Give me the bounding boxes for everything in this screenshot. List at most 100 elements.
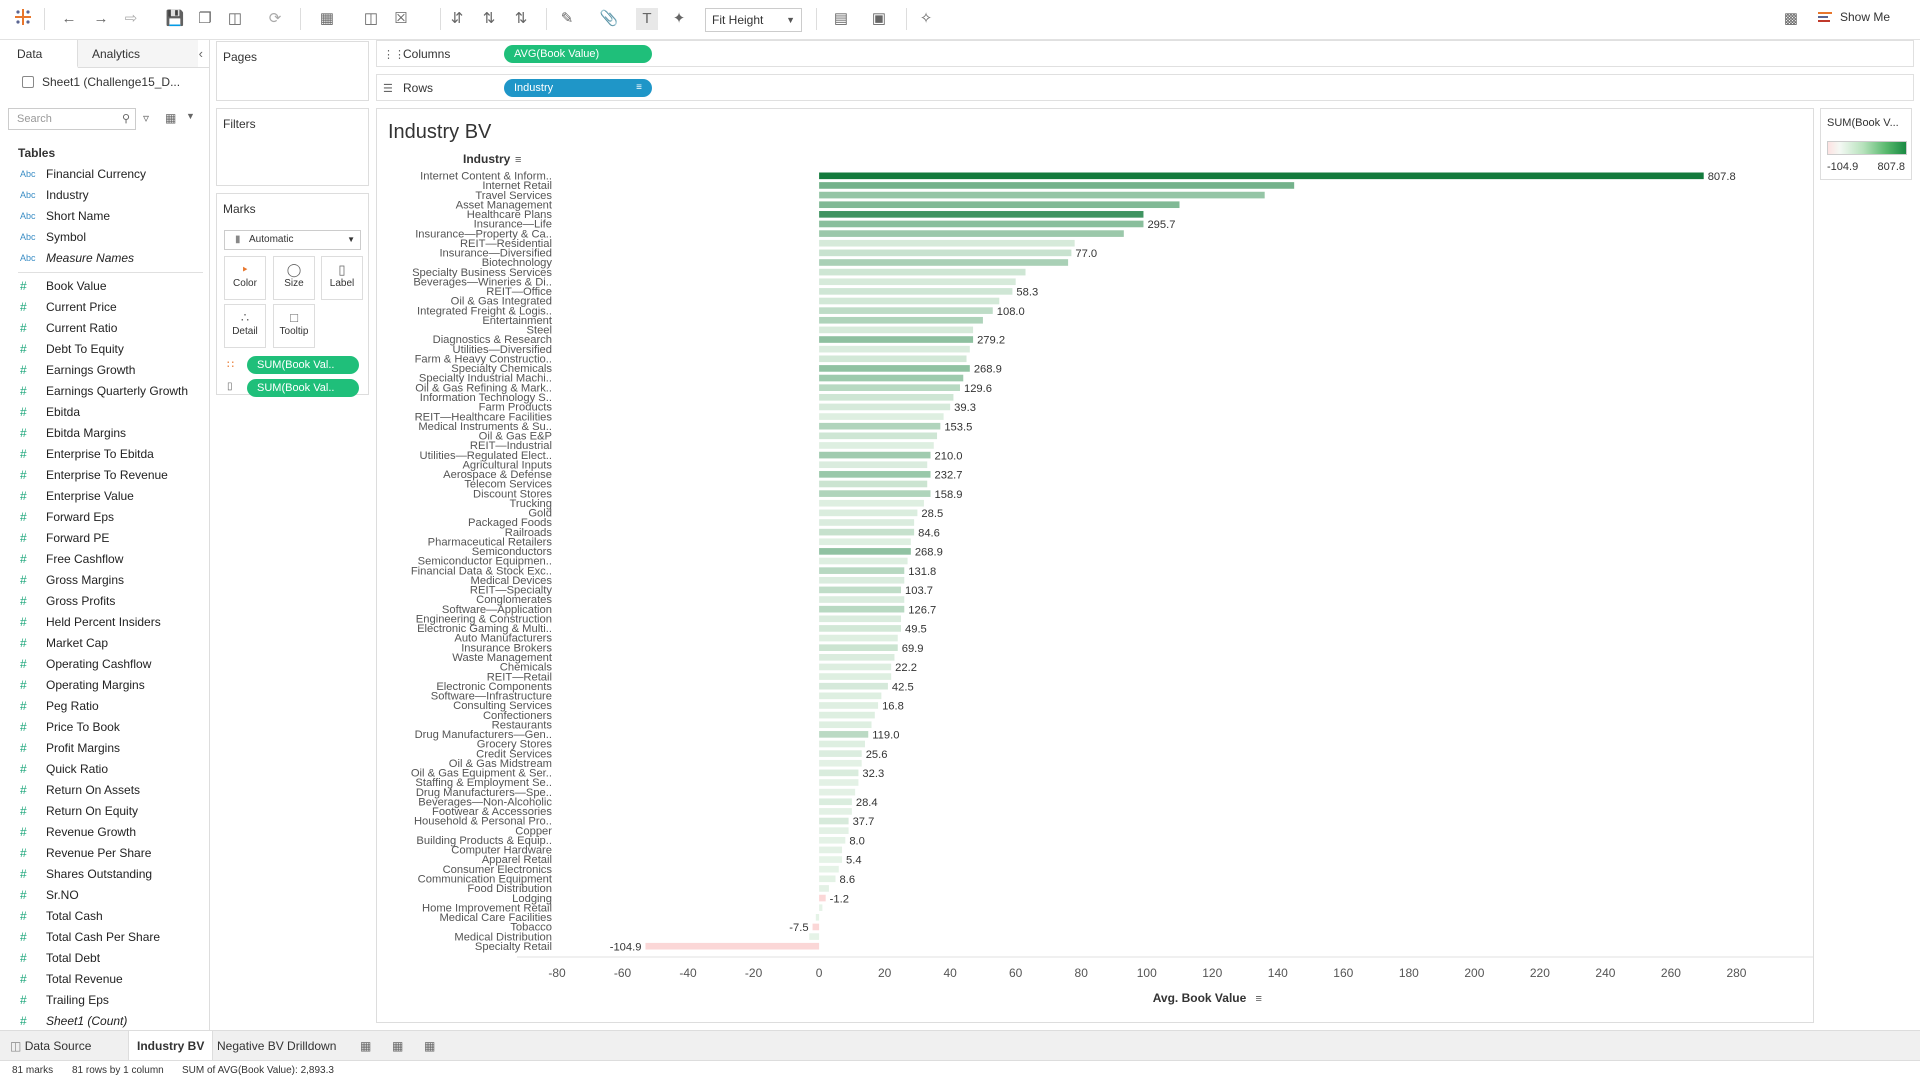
bar[interactable] bbox=[819, 615, 902, 623]
show-mark-labels-icon[interactable]: T bbox=[636, 8, 658, 30]
measure-field[interactable]: # Current Ratio bbox=[0, 318, 209, 339]
bar[interactable] bbox=[819, 172, 1704, 180]
bar[interactable] bbox=[819, 798, 852, 806]
bar[interactable] bbox=[819, 249, 1072, 257]
bar[interactable] bbox=[819, 471, 931, 478]
bar[interactable] bbox=[819, 413, 944, 420]
bar[interactable] bbox=[819, 856, 843, 863]
bar[interactable] bbox=[819, 702, 879, 709]
tooltip-mark-button[interactable]: □ Tooltip bbox=[273, 304, 315, 348]
bar[interactable] bbox=[819, 808, 852, 815]
bar[interactable] bbox=[645, 942, 820, 950]
bar[interactable] bbox=[819, 605, 905, 613]
tab-industry-bv[interactable]: Industry BV bbox=[128, 1031, 214, 1061]
measure-field[interactable]: # Return On Equity bbox=[0, 801, 209, 822]
bar[interactable] bbox=[819, 836, 846, 844]
bar[interactable] bbox=[819, 769, 859, 777]
measure-field[interactable]: # Operating Cashflow bbox=[0, 654, 209, 675]
bar[interactable] bbox=[819, 885, 829, 892]
bar[interactable] bbox=[819, 432, 938, 440]
duplicate-sheet-icon[interactable]: ◫ bbox=[363, 10, 379, 27]
bar[interactable] bbox=[819, 345, 970, 353]
rows-shelf[interactable]: ☰ Rows Industry ≡ bbox=[376, 74, 1914, 101]
bar[interactable] bbox=[819, 682, 888, 690]
label-mark-button[interactable]: ▯ Label bbox=[321, 256, 363, 300]
color-legend[interactable]: SUM(Book V... -104.9 807.8 bbox=[1820, 108, 1912, 180]
show-me-icon[interactable] bbox=[1818, 11, 1832, 25]
measure-field[interactable]: # Book Value bbox=[0, 276, 209, 297]
measure-field[interactable]: # Profit Margins bbox=[0, 738, 209, 759]
bar[interactable] bbox=[819, 403, 951, 411]
bar[interactable] bbox=[819, 220, 1144, 228]
replay-icon[interactable]: ⇨ bbox=[124, 10, 138, 27]
pages-card[interactable]: Pages bbox=[216, 41, 369, 101]
bar[interactable] bbox=[819, 827, 849, 834]
measure-field[interactable]: # Earnings Growth bbox=[0, 360, 209, 381]
label-pill[interactable]: SUM(Book Val.. bbox=[247, 379, 359, 397]
bar[interactable] bbox=[819, 567, 905, 574]
bar[interactable] bbox=[819, 663, 892, 671]
bar[interactable] bbox=[819, 268, 1026, 276]
bar[interactable] bbox=[819, 817, 849, 825]
fit-select[interactable]: Fit Height ▼ bbox=[705, 8, 802, 32]
bar[interactable] bbox=[819, 846, 843, 854]
bar[interactable] bbox=[819, 586, 902, 594]
bar[interactable] bbox=[819, 865, 839, 873]
bar[interactable] bbox=[819, 259, 1069, 266]
bar[interactable] bbox=[819, 759, 862, 767]
measure-field[interactable]: # Current Price bbox=[0, 297, 209, 318]
bar[interactable] bbox=[819, 721, 872, 729]
bar[interactable] bbox=[819, 191, 1265, 199]
highlight-icon[interactable]: ✎ bbox=[560, 10, 574, 27]
tableau-logo-icon[interactable] bbox=[12, 8, 34, 30]
mark-type-dropdown[interactable]: ▮ Automatic ▼ bbox=[224, 230, 361, 250]
bar[interactable] bbox=[819, 278, 1016, 286]
refresh-icon[interactable]: ⟳ bbox=[268, 10, 282, 27]
save-icon[interactable]: 💾 bbox=[165, 10, 185, 27]
bar[interactable] bbox=[819, 538, 911, 546]
measure-field[interactable]: # Market Cap bbox=[0, 633, 209, 654]
new-worksheet-icon[interactable]: ▦ bbox=[319, 10, 335, 27]
bar[interactable] bbox=[819, 634, 898, 642]
bar[interactable] bbox=[819, 288, 1013, 295]
new-datasource-icon[interactable]: ❐ bbox=[198, 10, 212, 27]
measure-field[interactable]: # Trailing Eps bbox=[0, 990, 209, 1011]
new-worksheet-tab-icon[interactable]: ▦ bbox=[360, 1039, 372, 1053]
share-icon[interactable]: ✧ bbox=[919, 10, 933, 27]
bar[interactable] bbox=[819, 307, 993, 314]
tab-analytics[interactable]: Analytics bbox=[78, 40, 198, 68]
measure-field[interactable]: # Gross Margins bbox=[0, 570, 209, 591]
bar[interactable] bbox=[809, 933, 820, 940]
bar[interactable] bbox=[819, 182, 1295, 189]
color-mark-button[interactable]: ‣ Color bbox=[224, 256, 266, 300]
bar[interactable] bbox=[819, 750, 862, 757]
bar[interactable] bbox=[819, 644, 898, 651]
datasource-item[interactable]: Sheet1 (Challenge15_D... bbox=[0, 68, 209, 96]
measure-field[interactable]: # Debt To Equity bbox=[0, 339, 209, 360]
measure-field[interactable]: # Sr.NO bbox=[0, 885, 209, 906]
bar[interactable] bbox=[819, 297, 1000, 305]
collapse-pane-icon[interactable]: ‹ bbox=[198, 46, 203, 61]
bar[interactable] bbox=[819, 211, 1144, 218]
measure-field[interactable]: # Total Revenue bbox=[0, 969, 209, 990]
bar[interactable] bbox=[819, 461, 928, 469]
measure-field[interactable]: # Total Cash Per Share bbox=[0, 927, 209, 948]
tab-data[interactable]: Data bbox=[0, 40, 78, 68]
bar[interactable] bbox=[819, 384, 960, 391]
bar[interactable] bbox=[812, 923, 820, 931]
bar[interactable] bbox=[819, 509, 918, 517]
bar[interactable] bbox=[819, 625, 902, 632]
measure-field[interactable]: # Held Percent Insiders bbox=[0, 612, 209, 633]
measure-field[interactable]: # Revenue Growth bbox=[0, 822, 209, 843]
bar[interactable] bbox=[819, 519, 915, 526]
show-me-button[interactable]: Show Me bbox=[1840, 10, 1891, 24]
measure-field[interactable]: # Free Cashflow bbox=[0, 549, 209, 570]
chevron-down-icon[interactable]: ▼ bbox=[186, 111, 195, 121]
measure-field[interactable]: # Revenue Per Share bbox=[0, 843, 209, 864]
bar[interactable] bbox=[815, 914, 820, 921]
dimension-field[interactable]: Abc Short Name bbox=[0, 206, 209, 227]
field-search-input[interactable]: Search ⚲ bbox=[8, 108, 136, 130]
tab-data-source[interactable]: ◫ Data Source bbox=[10, 1039, 92, 1053]
paint-roller-icon[interactable]: ▩ bbox=[1783, 10, 1799, 27]
bar[interactable] bbox=[819, 316, 983, 324]
